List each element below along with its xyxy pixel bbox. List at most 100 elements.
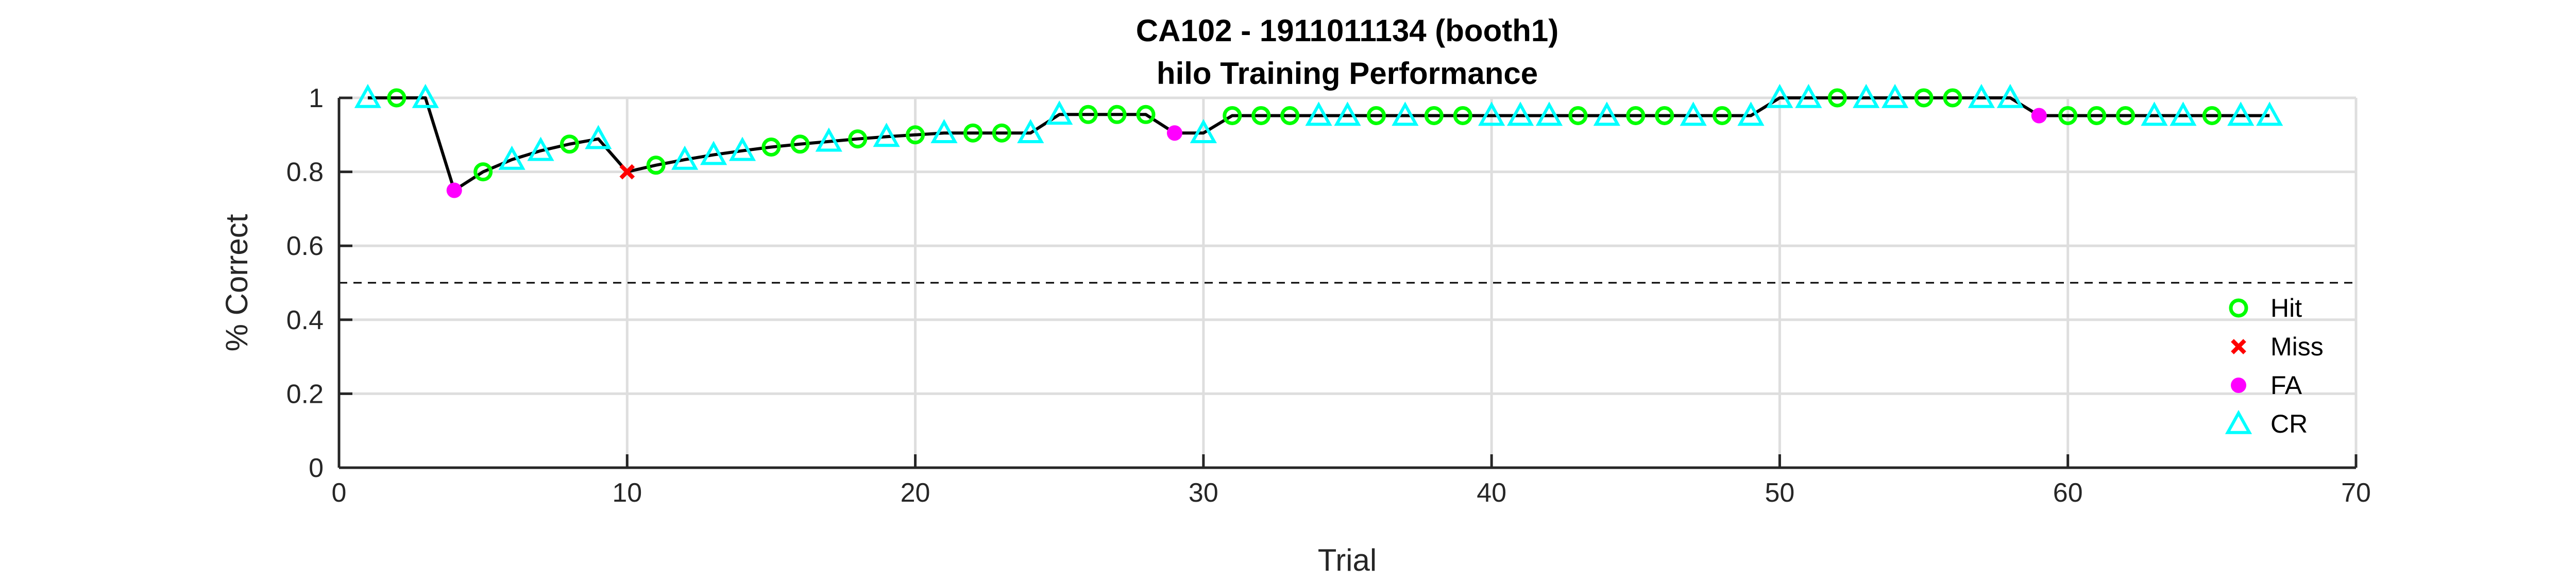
marker-cr-trial-49 <box>1737 101 1765 126</box>
marker-hit-trial-32 <box>1251 106 1271 125</box>
legend-cr-marker <box>2225 409 2252 434</box>
marker-hit-trial-45 <box>1626 106 1646 125</box>
marker-cr-trial-34 <box>1305 101 1332 126</box>
chart-subtitle: hilo Training Performance <box>1157 56 1538 91</box>
legend-miss-label: Miss <box>2270 332 2324 361</box>
marker-cr-trial-50 <box>1766 83 1793 108</box>
marker-cr-trial-66 <box>2227 101 2255 126</box>
marker-hit-trial-56 <box>1943 88 1962 108</box>
marker-cr-trial-6 <box>498 145 526 170</box>
marker-cr-trial-7 <box>527 136 554 161</box>
marker-cr-trial-57 <box>1968 83 1995 108</box>
marker-cr-trial-19 <box>873 123 900 147</box>
trial-markers <box>354 83 2283 198</box>
tick-labels: 0 10 20 30 40 50 60 70 0 0.2 0.4 0.6 0.8 1 <box>286 83 2371 508</box>
marker-hit-trial-20 <box>906 125 925 145</box>
marker-fa-trial-59 <box>2031 108 2047 124</box>
x-axis-label: Trial <box>1318 543 1377 577</box>
marker-cr-trial-54 <box>1882 83 1909 108</box>
legend-hit-marker <box>2229 298 2248 318</box>
x-tick-label: 0 <box>332 478 347 508</box>
marker-cr-trial-3 <box>412 83 439 108</box>
x-tick-label: 70 <box>2341 478 2371 508</box>
marker-cr-trial-25 <box>1046 100 1073 125</box>
marker-cr-trial-53 <box>1853 83 1880 108</box>
marker-hit-trial-22 <box>963 123 982 143</box>
y-tick-label: 0.8 <box>286 158 324 187</box>
marker-hit-trial-33 <box>1280 106 1300 125</box>
x-tick-label: 10 <box>612 478 642 508</box>
marker-cr-trial-63 <box>2141 101 2168 126</box>
marker-hit-trial-16 <box>790 134 810 154</box>
marker-fa-trial-4 <box>446 182 462 198</box>
y-tick-label: 0.4 <box>286 305 324 335</box>
marker-cr-trial-64 <box>2170 101 2197 126</box>
marker-cr-trial-47 <box>1680 101 1707 126</box>
marker-cr-trial-41 <box>1506 101 1534 126</box>
marker-hit-trial-26 <box>1078 105 1098 124</box>
marker-cr-trial-44 <box>1593 101 1620 126</box>
y-tick-label: 0 <box>309 453 324 483</box>
marker-cr-trial-30 <box>1190 119 1217 144</box>
legend-hit-label: Hit <box>2270 294 2302 322</box>
marker-hit-trial-43 <box>1568 106 1588 125</box>
legend-cr-label: CR <box>2270 409 2308 438</box>
legend: Hit Miss FA CR <box>2225 294 2324 438</box>
x-tick-label: 30 <box>1189 478 1218 508</box>
marker-miss-trial-10 <box>619 164 635 180</box>
marker-cr-trial-58 <box>1996 83 2024 108</box>
marker-cr-trial-12 <box>671 145 699 170</box>
x-tick-label: 60 <box>2053 478 2083 508</box>
marker-hit-trial-36 <box>1366 106 1386 125</box>
marker-hit-trial-48 <box>1713 106 1732 125</box>
grid-lines <box>337 96 2358 469</box>
marker-fa-trial-29 <box>1166 125 1182 141</box>
marker-hit-trial-8 <box>560 134 579 154</box>
marker-cr-trial-9 <box>585 125 612 149</box>
marker-hit-trial-23 <box>992 123 1011 143</box>
marker-hit-trial-65 <box>2202 106 2222 125</box>
marker-cr-trial-51 <box>1795 83 1822 108</box>
legend-miss-marker <box>2231 339 2246 354</box>
marker-cr-trial-21 <box>930 119 958 144</box>
marker-cr-trial-42 <box>1535 101 1563 126</box>
marker-hit-trial-31 <box>1223 106 1242 125</box>
marker-hit-trial-60 <box>2058 106 2078 125</box>
marker-hit-trial-38 <box>1424 106 1444 125</box>
marker-hit-trial-2 <box>387 88 406 108</box>
marker-cr-trial-1 <box>354 83 382 108</box>
axes <box>337 96 2358 469</box>
marker-hit-trial-28 <box>1136 105 1156 124</box>
marker-hit-trial-62 <box>2116 106 2136 125</box>
marker-cr-trial-35 <box>1334 101 1361 126</box>
marker-hit-trial-5 <box>473 162 493 182</box>
chart-title: CA102 - 1911011134 (booth1) <box>1136 13 1558 48</box>
marker-hit-trial-27 <box>1107 105 1127 124</box>
marker-hit-trial-46 <box>1655 106 1674 125</box>
marker-hit-trial-61 <box>2087 106 2107 125</box>
marker-cr-trial-17 <box>815 127 842 152</box>
marker-hit-trial-55 <box>1914 88 1934 108</box>
marker-hit-trial-39 <box>1453 106 1472 125</box>
marker-cr-trial-40 <box>1478 101 1505 126</box>
x-tick-label: 40 <box>1477 478 1506 508</box>
marker-cr-trial-37 <box>1392 101 1419 126</box>
legend-miss-marker-stroke <box>2231 339 2246 354</box>
marker-hit-trial-52 <box>1827 88 1847 108</box>
legend-fa-label: FA <box>2270 371 2302 400</box>
y-tick-label: 1 <box>309 83 324 113</box>
y-tick-label: 0.6 <box>286 231 324 261</box>
marker-cr-trial-14 <box>728 136 756 161</box>
legend-fa-marker <box>2231 378 2246 393</box>
performance-line <box>367 96 2270 192</box>
marker-hit-trial-15 <box>761 137 781 157</box>
x-tick-label: 50 <box>1765 478 1795 508</box>
marker-hit-trial-18 <box>848 129 868 149</box>
x-tick-label: 20 <box>901 478 930 508</box>
marker-miss-trial-10-stroke <box>619 164 635 180</box>
marker-cr-trial-13 <box>700 141 727 165</box>
y-axis-label: % Correct <box>219 214 254 351</box>
marker-cr-trial-24 <box>1017 119 1044 144</box>
y-tick-label: 0.2 <box>286 379 324 409</box>
